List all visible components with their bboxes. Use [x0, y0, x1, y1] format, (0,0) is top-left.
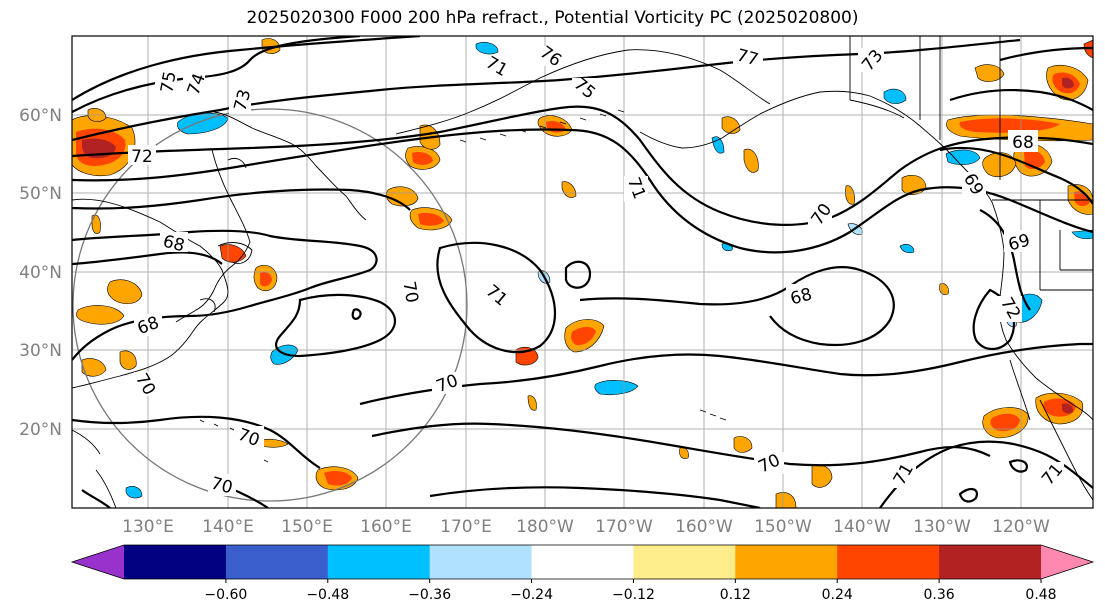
colorbar-swatch	[124, 545, 227, 579]
lon-tick-label: 170°E	[440, 517, 492, 537]
colorbar-tick-label: −0.48	[306, 587, 349, 601]
lon-tick-label: 160°E	[360, 517, 412, 537]
colorbar-tick-label: −0.60	[204, 587, 247, 601]
colorbar-swatch	[633, 545, 736, 579]
lat-tick-label: 60°N	[19, 106, 62, 126]
contour-lines	[72, 36, 1093, 508]
colorbar-swatch	[939, 545, 1042, 579]
lat-tick-label: 50°N	[19, 184, 62, 204]
lon-tick-label: 140°W	[833, 517, 891, 537]
colorbar-tick-label: −0.36	[408, 587, 451, 601]
longitude-labels: 130°E 140°E 150°E 160°E 170°E 180°W 170°…	[122, 517, 1050, 537]
lon-tick-label: 150°E	[281, 517, 333, 537]
contour-label: 75	[157, 70, 180, 95]
lon-tick-label: 120°W	[992, 517, 1050, 537]
lon-tick-label: 160°W	[675, 517, 733, 537]
colorbar-outline	[70, 544, 1095, 580]
colorbar-swatch	[531, 545, 634, 579]
colorbar-extend-high	[1041, 545, 1093, 579]
colorbar-extend-low	[72, 545, 124, 579]
map-title: 2025020300 F000 200 hPa refract., Potent…	[246, 8, 859, 28]
colorbar-tick-label: 0.24	[822, 587, 853, 601]
colorbar-swatch	[837, 545, 940, 579]
lon-tick-label: 170°W	[595, 517, 653, 537]
colorbar-swatch	[735, 545, 838, 579]
lon-tick-label: 180°W	[516, 517, 574, 537]
lat-tick-label: 40°N	[19, 263, 62, 283]
colorbar-swatch	[225, 545, 329, 579]
colorbar-tick-label: 0.12	[720, 587, 751, 601]
map-frame	[71, 35, 1094, 509]
contour-label: 70	[398, 280, 421, 305]
latitude-labels: 60°N 50°N 40°N 30°N 20°N	[19, 106, 62, 440]
lat-tick-label: 30°N	[19, 341, 62, 361]
colorbar-swatch	[327, 545, 431, 579]
colorbar: −0.60 −0.48 −0.36 −0.24 −0.12 0.12 0.24 0.36 0.4…	[70, 544, 1095, 601]
lon-tick-label: 150°W	[754, 517, 812, 537]
lon-tick-label: 130°E	[122, 517, 174, 537]
lat-tick-label: 20°N	[19, 420, 62, 440]
contour-labels: 77 76 75 75 74 73 72 73 71 71 70 68 69 6…	[128, 42, 1067, 498]
contour-label: 68	[1012, 133, 1034, 153]
colorbar-tick-label: −0.24	[510, 587, 553, 601]
lon-tick-label: 140°E	[202, 517, 254, 537]
contour-label: 72	[131, 147, 153, 167]
range-circle	[72, 108, 468, 502]
colorbar-tick-label: 0.36	[924, 587, 955, 601]
colorbar-tick-label: −0.12	[612, 587, 655, 601]
colorbar-tick-label: 0.48	[1025, 587, 1056, 601]
colorbar-swatch	[429, 545, 533, 579]
lon-tick-label: 130°W	[913, 517, 971, 537]
